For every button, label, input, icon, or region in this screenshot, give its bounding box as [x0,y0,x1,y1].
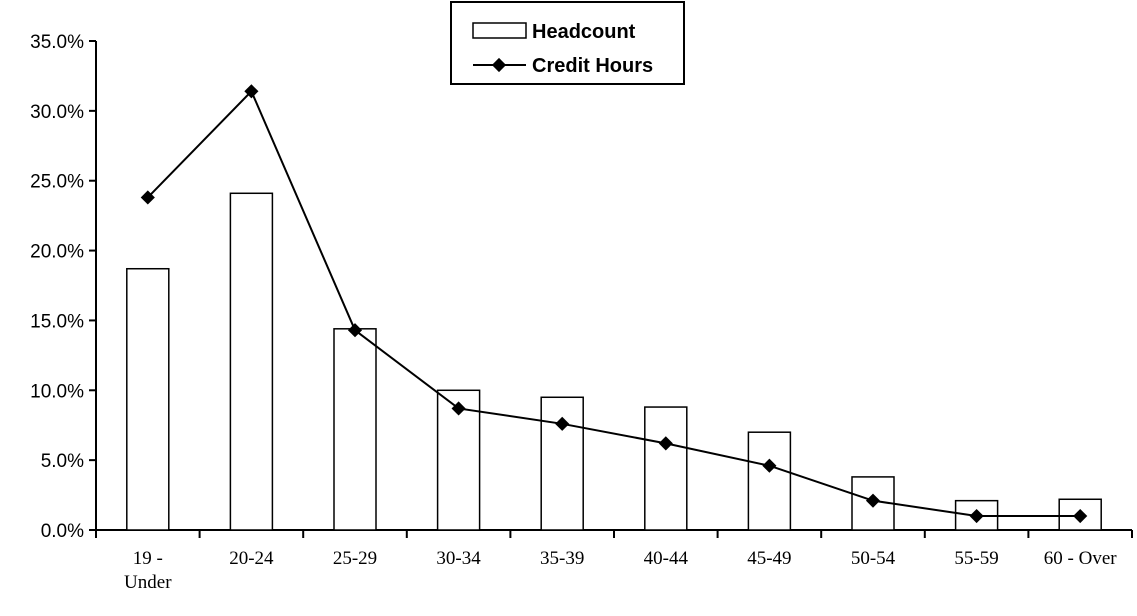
x-tick-label: 25-29 [333,548,377,569]
x-tick-label-line: 60 - Over [1044,548,1117,569]
credit-hours-point [658,436,673,451]
headcount-bar [126,267,170,531]
x-tick-label-line: 20-24 [229,548,274,569]
credit-hours-point [1073,508,1088,524]
credit-hours-point [451,401,466,416]
headcount-bar [747,431,792,531]
x-tick-label: 19 - Under [124,548,172,593]
legend: Headcount Credit Hours [450,1,685,85]
legend-credit-hours-label: Credit Hours [532,55,653,77]
y-tick-label: 15.0% [30,311,84,332]
y-tick-label: 5.0% [41,451,84,472]
credit-hours-line [147,89,1081,518]
x-tick-label: 30-34 [436,548,481,569]
credit-hours-point [865,493,881,508]
headcount-bar [333,328,377,531]
label-layer: 0.0% 5.0% 10.0% 15.0% 20.0% 25.0% 30.0% 35.0% 19… [30,32,1117,593]
legend-credit-hours-marker [491,57,507,73]
x-tick-label: 35-39 [540,548,584,569]
x-tick-label-line: 45-49 [747,548,791,569]
bar-layer [126,192,1102,531]
legend-frame [450,1,685,85]
x-tick-label: 45-49 [747,548,791,569]
y-tick-label: 25.0% [30,172,84,193]
y-tick-label: 10.0% [30,381,84,402]
y-tick-label: 0.0% [41,521,84,542]
x-tick-label: 50-54 [851,548,896,569]
x-tick-label-line: 19 - [133,548,163,569]
headcount-bar [229,192,274,531]
x-tick-label-line: 55-59 [954,548,998,569]
credit-hours-point [347,323,363,338]
headcount-bar [436,389,481,531]
legend-headcount-swatch [472,22,527,39]
headcount-bar [644,406,688,531]
x-tick-label-line: Under [124,572,172,593]
credit-hours-point [762,458,777,473]
y-tick-label: 30.0% [30,102,84,123]
y-tick-label: 20.0% [30,242,84,263]
credit-hours-point [969,508,984,524]
x-tick-label-line: 35-39 [540,548,584,569]
x-tick-label-line: 50-54 [851,548,896,569]
credit-hours-point [555,416,570,431]
x-tick-label: 20-24 [229,548,274,569]
x-tick-label: 60 - Over [1044,548,1117,569]
y-tick-label: 35.0% [30,32,84,53]
x-tick-label: 55-59 [954,548,998,569]
credit-hours-point [140,190,155,205]
x-tick-label-line: 25-29 [333,548,377,569]
x-tick-label: 40-44 [644,548,689,569]
x-tick-label-line: 40-44 [644,548,689,569]
line-layer [140,84,1088,524]
x-tick-label-line: 30-34 [436,548,481,569]
legend-headcount-label: Headcount [532,21,636,43]
